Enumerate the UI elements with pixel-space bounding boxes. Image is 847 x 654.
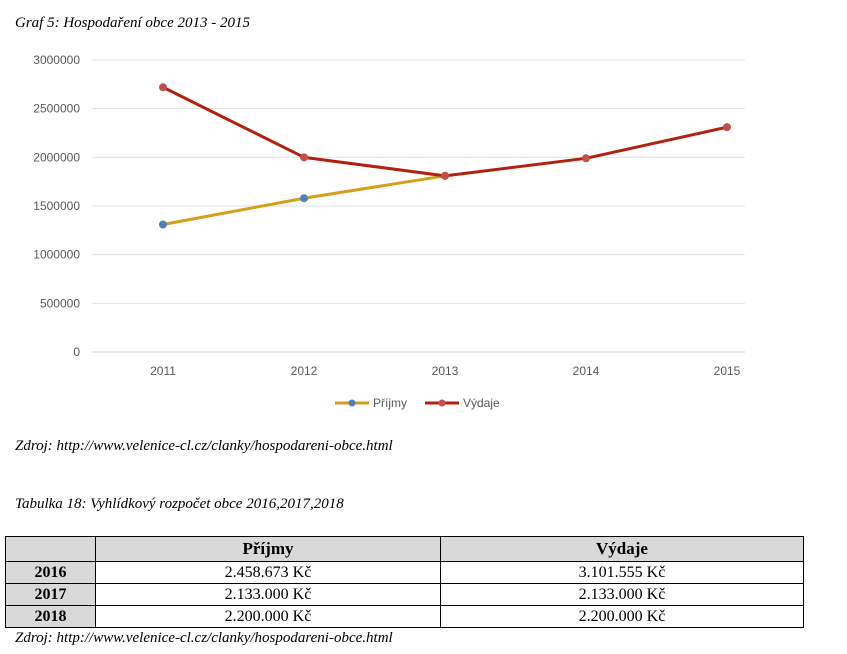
row-year: 2017 <box>5 583 96 606</box>
x-tick-label: 2011 <box>150 364 176 378</box>
table-header-row: Příjmy Výdaje <box>5 536 804 562</box>
row-income: 2.200.000 Kč <box>95 605 441 628</box>
y-tick-label: 500000 <box>40 296 80 310</box>
chart-grid <box>92 59 745 353</box>
data-point <box>582 154 590 163</box>
data-point <box>441 171 449 180</box>
line-chart: 0 500000 1000000 1500000 2000000 2500000 30000… <box>33 53 745 410</box>
table-row: 2017 2.133.000 Kč 2.133.000 Kč <box>5 583 804 606</box>
y-tick-label: 1000000 <box>33 248 80 262</box>
header-empty <box>5 536 96 562</box>
data-point <box>723 123 731 132</box>
table-source: Zdroj: http://www.velenice-cl.cz/clanky/… <box>15 630 393 646</box>
data-point <box>159 83 167 92</box>
data-point <box>159 220 167 229</box>
x-tick-label: 2015 <box>714 364 741 378</box>
row-income: 2.133.000 Kč <box>95 583 441 606</box>
row-year: 2016 <box>5 561 96 584</box>
header-expense: Výdaje <box>440 536 804 562</box>
y-tick-label: 2500000 <box>33 102 80 116</box>
row-year: 2018 <box>5 605 96 628</box>
legend-label: Výdaje <box>463 396 500 410</box>
row-expense: 3.101.555 Kč <box>440 561 804 584</box>
legend-marker <box>438 399 446 407</box>
chart-series <box>159 83 731 229</box>
y-tick-label: 2000000 <box>33 150 80 164</box>
table-caption: Tabulka 18: Vyhlídkový rozpočet obce 201… <box>15 496 344 512</box>
y-axis-ticks: 0 500000 1000000 1500000 2000000 2500000 30000… <box>33 53 80 359</box>
row-income: 2.458.673 Kč <box>95 561 441 584</box>
x-tick-label: 2014 <box>573 364 600 378</box>
legend-marker <box>348 399 356 407</box>
header-income: Příjmy <box>95 536 441 562</box>
chart-caption: Graf 5: Hospodaření obce 2013 - 2015 <box>15 15 250 31</box>
x-axis-ticks: 2011 2012 2013 2014 2015 <box>150 364 741 378</box>
row-expense: 2.200.000 Kč <box>440 605 804 628</box>
data-point <box>300 153 308 162</box>
y-tick-label: 1500000 <box>33 199 80 213</box>
x-tick-label: 2012 <box>291 364 318 378</box>
table-row: 2018 2.200.000 Kč 2.200.000 Kč <box>5 605 804 628</box>
budget-table: Příjmy Výdaje 2016 2.458.673 Kč 3.101.55… <box>5 536 804 628</box>
row-expense: 2.133.000 Kč <box>440 583 804 606</box>
y-tick-label: 0 <box>73 345 80 359</box>
data-point <box>300 194 308 203</box>
legend-label: Příjmy <box>373 396 407 410</box>
series-line-1 <box>162 85 728 178</box>
chart-legend: Příjmy Výdaje <box>335 396 500 410</box>
y-tick-label: 3000000 <box>33 53 80 67</box>
chart-source: Zdroj: http://www.velenice-cl.cz/clanky/… <box>15 438 393 454</box>
x-tick-label: 2013 <box>432 364 459 378</box>
table-row: 2016 2.458.673 Kč 3.101.555 Kč <box>5 561 804 584</box>
